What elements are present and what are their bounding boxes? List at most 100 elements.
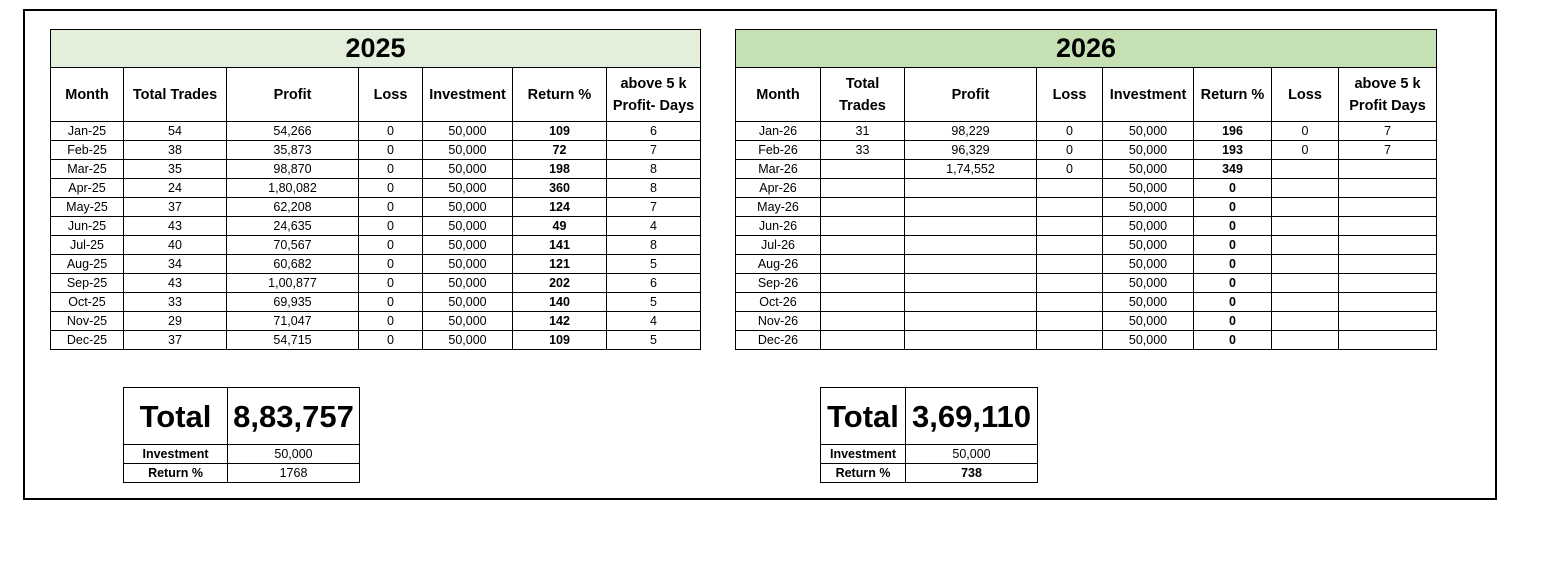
table-cell (820, 235, 905, 255)
table-cell (904, 178, 1037, 198)
table-cell (820, 254, 905, 274)
total-value: 3,69,110 (905, 387, 1038, 445)
table-cell (904, 330, 1037, 350)
table-cell (1271, 216, 1339, 236)
table-cell: May-25 (50, 197, 124, 217)
table-cell (820, 216, 905, 236)
table-cell: 33 (820, 140, 905, 160)
table-2025: 2025 Month Total Trades Profit Loss Investme… (49, 29, 702, 350)
table-cell: 0 (1193, 311, 1272, 331)
table-cell: 7 (1337, 121, 1438, 141)
table-cell: 0 (1193, 178, 1272, 198)
return-value: 738 (905, 463, 1038, 483)
column-header: Month (50, 67, 124, 122)
table-cell: 0 (1036, 121, 1103, 141)
table-cell: 50,000 (422, 292, 513, 312)
column-header: above 5 k Profit- Days (605, 67, 702, 122)
table-cell: 50,000 (422, 273, 513, 293)
table-cell: 198 (512, 159, 607, 179)
investment-label: Investment (123, 444, 228, 464)
table-cell: Feb-26 (735, 140, 821, 160)
table-cell: 193 (1193, 140, 1272, 160)
table-cell: 50,000 (1102, 216, 1194, 236)
table-cell: Aug-26 (735, 254, 821, 274)
column-header: Profit (226, 67, 359, 122)
table-row: Mar-26 1,74,552 0 50,000 349 (735, 159, 1438, 179)
table-cell: 5 (605, 330, 702, 350)
table-cell: 50,000 (1102, 121, 1194, 141)
table-cell: 8 (605, 159, 702, 179)
table-cell: Sep-26 (735, 273, 821, 293)
table-cell: Jun-25 (50, 216, 124, 236)
table-cell: 8 (605, 178, 702, 198)
table-cell: 60,682 (226, 254, 359, 274)
table-cell (904, 235, 1037, 255)
table-cell (1337, 330, 1438, 350)
table-cell: Nov-26 (735, 311, 821, 331)
table-cell: Sep-25 (50, 273, 124, 293)
table-cell: 0 (1193, 235, 1272, 255)
table-cell (1036, 330, 1103, 350)
year-title-2026: 2026 (734, 29, 1438, 68)
table-cell: 5 (605, 254, 702, 274)
table-cell (1036, 311, 1103, 331)
table-cell (1337, 311, 1438, 331)
table-cell: 1,00,877 (226, 273, 359, 293)
table-cell: 202 (512, 273, 607, 293)
table-row: Jun-25 43 24,635 0 50,000 49 4 (50, 216, 702, 236)
table-cell: 0 (1271, 121, 1339, 141)
table-cell: 50,000 (1102, 254, 1194, 274)
column-header: Loss (358, 67, 423, 122)
table-cell: 50,000 (422, 159, 513, 179)
column-header: Return % (512, 67, 607, 122)
table-row: Apr-26 50,000 0 (735, 178, 1438, 198)
table-row: Aug-25 34 60,682 0 50,000 121 5 (50, 254, 702, 274)
table-cell: 0 (1193, 273, 1272, 293)
summary-2026: Total 3,69,110 Investment 50,000 Return … (820, 387, 1038, 483)
table-cell: 37 (123, 330, 227, 350)
table-cell (1337, 273, 1438, 293)
table-cell: Dec-25 (50, 330, 124, 350)
table-cell: 0 (358, 197, 423, 217)
table-cell: 0 (1193, 254, 1272, 274)
total-label: Total (123, 387, 228, 445)
table-row: Oct-26 50,000 0 (735, 292, 1438, 312)
table-cell: 24,635 (226, 216, 359, 236)
table-cell: 0 (1193, 216, 1272, 236)
table-cell: 0 (358, 121, 423, 141)
column-header: Loss (1271, 67, 1339, 122)
table-cell: Nov-25 (50, 311, 124, 331)
table-cell: Feb-25 (50, 140, 124, 160)
table-cell (820, 159, 905, 179)
investment-value: 50,000 (905, 444, 1038, 464)
column-header: above 5 k Profit Days (1337, 67, 1438, 122)
table-cell: 50,000 (1102, 140, 1194, 160)
table-cell: 0 (1036, 140, 1103, 160)
table-row: May-26 50,000 0 (735, 197, 1438, 217)
table-cell: 50,000 (422, 178, 513, 198)
table-row: Jul-25 40 70,567 0 50,000 141 8 (50, 235, 702, 255)
table-cell: 0 (358, 273, 423, 293)
table-cell: 0 (358, 254, 423, 274)
table-cell: 0 (358, 330, 423, 350)
table-cell: 50,000 (1102, 159, 1194, 179)
table-cell: 50,000 (1102, 273, 1194, 293)
table-cell: 98,870 (226, 159, 359, 179)
table-cell: 50,000 (422, 197, 513, 217)
column-header: Loss (1036, 67, 1103, 122)
table-cell: 50,000 (1102, 311, 1194, 331)
table-cell: 54,715 (226, 330, 359, 350)
table-cell: 109 (512, 330, 607, 350)
table-cell: 6 (605, 273, 702, 293)
table-cell (1036, 292, 1103, 312)
table-cell: 50,000 (1102, 292, 1194, 312)
table-row: Dec-25 37 54,715 0 50,000 109 5 (50, 330, 702, 350)
table-row: Jul-26 50,000 0 (735, 235, 1438, 255)
summary-2025: Total 8,83,757 Investment 50,000 Return … (123, 387, 360, 483)
table-cell: 0 (358, 292, 423, 312)
table-row: Feb-25 38 35,873 0 50,000 72 7 (50, 140, 702, 160)
table-cell: 62,208 (226, 197, 359, 217)
return-label: Return % (123, 463, 228, 483)
table-cell: 4 (605, 216, 702, 236)
table-cell (820, 178, 905, 198)
